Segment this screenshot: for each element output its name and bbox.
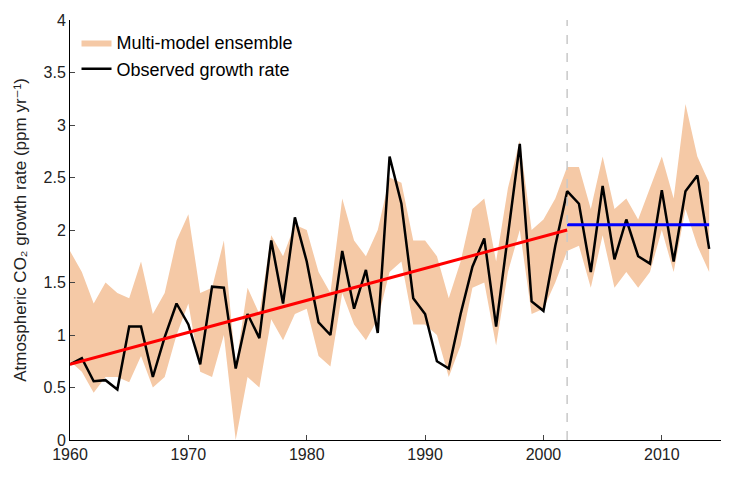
svg-text:0.5: 0.5 — [44, 379, 66, 396]
svg-text:2010: 2010 — [644, 446, 680, 463]
svg-text:Multi-model ensemble: Multi-model ensemble — [117, 33, 293, 53]
svg-text:0: 0 — [57, 432, 66, 449]
svg-text:1970: 1970 — [171, 446, 207, 463]
svg-text:4: 4 — [57, 12, 66, 29]
svg-text:1.5: 1.5 — [44, 274, 66, 291]
svg-text:1960: 1960 — [52, 446, 88, 463]
svg-text:1990: 1990 — [407, 446, 443, 463]
svg-text:1980: 1980 — [289, 446, 325, 463]
svg-text:3.5: 3.5 — [44, 64, 66, 81]
svg-text:2.5: 2.5 — [44, 169, 66, 186]
svg-text:2000: 2000 — [526, 446, 562, 463]
svg-text:1: 1 — [57, 327, 66, 344]
svg-text:Atmospheric CO₂ growth rate (p: Atmospheric CO₂ growth rate (ppm yr⁻¹) — [11, 78, 30, 382]
svg-text:Observed growth rate: Observed growth rate — [117, 60, 290, 80]
svg-text:3: 3 — [57, 117, 66, 134]
svg-text:2: 2 — [57, 222, 66, 239]
